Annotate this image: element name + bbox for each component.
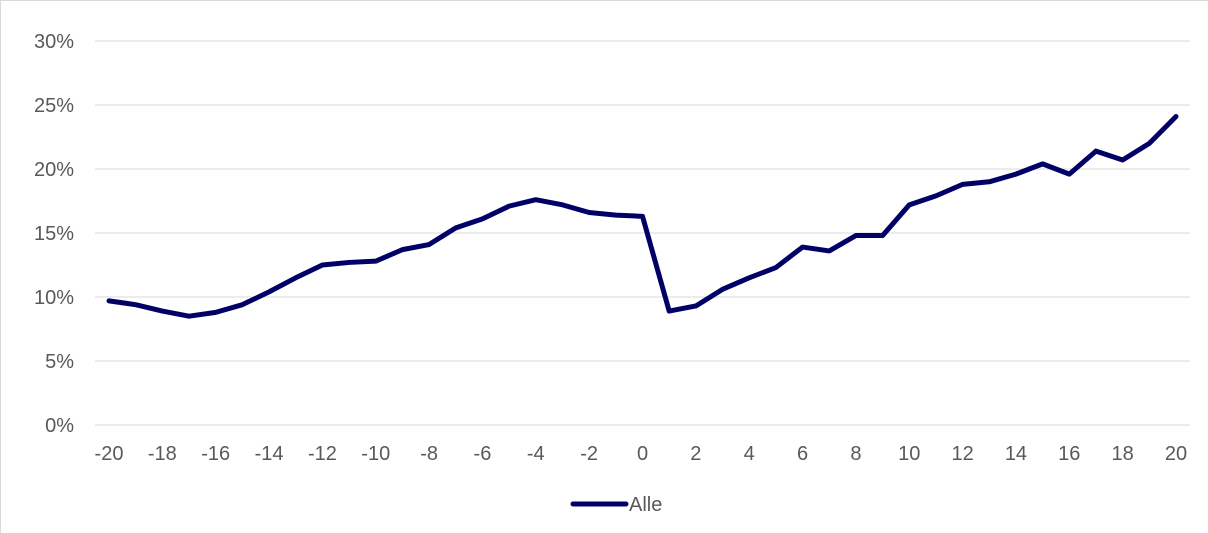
y-tick-label: 20% <box>34 159 74 181</box>
y-tick-label: 10% <box>34 287 74 309</box>
x-tick-label: 14 <box>1005 443 1027 465</box>
x-tick-label: 8 <box>850 443 861 465</box>
x-tick-label: 4 <box>744 443 755 465</box>
series-lines <box>106 114 1179 319</box>
x-tick-label: -2 <box>580 443 598 465</box>
x-tick-label: 6 <box>797 443 808 465</box>
y-tick-label: 25% <box>34 95 74 117</box>
x-tick-label: 16 <box>1058 443 1080 465</box>
legend: Alle <box>570 494 662 516</box>
x-tick-label: -8 <box>420 443 438 465</box>
x-tick-label: 10 <box>898 443 920 465</box>
y-axis-tick-labels: 0% 5% 10% 15% 20% 25% 30% <box>34 31 74 437</box>
y-tick-label: 15% <box>34 223 74 245</box>
x-tick-label: -6 <box>474 443 492 465</box>
x-tick-label: -10 <box>361 443 390 465</box>
x-tick-label: -12 <box>308 443 337 465</box>
x-tick-label: -4 <box>527 443 545 465</box>
x-tick-label: -20 <box>95 443 124 465</box>
x-tick-label: -18 <box>148 443 177 465</box>
x-axis-tick-labels: -20 -18 -16 -14 -12 -10 -8 -6 -4 -2 0 2 4 6 8 10 12 14 16 1… <box>95 443 1188 465</box>
legend-label: Alle <box>629 494 662 516</box>
x-tick-label: 20 <box>1165 443 1187 465</box>
y-tick-label: 30% <box>34 31 74 53</box>
x-tick-label: -16 <box>201 443 230 465</box>
gridlines <box>95 40 1190 426</box>
x-tick-label: 18 <box>1112 443 1134 465</box>
y-tick-label: 5% <box>45 351 74 373</box>
x-tick-label: -14 <box>255 443 284 465</box>
y-tick-label: 0% <box>45 415 74 437</box>
series-line-alle <box>106 114 1179 319</box>
x-tick-label: 2 <box>690 443 701 465</box>
x-tick-label: 0 <box>637 443 648 465</box>
x-tick-label: 12 <box>951 443 973 465</box>
